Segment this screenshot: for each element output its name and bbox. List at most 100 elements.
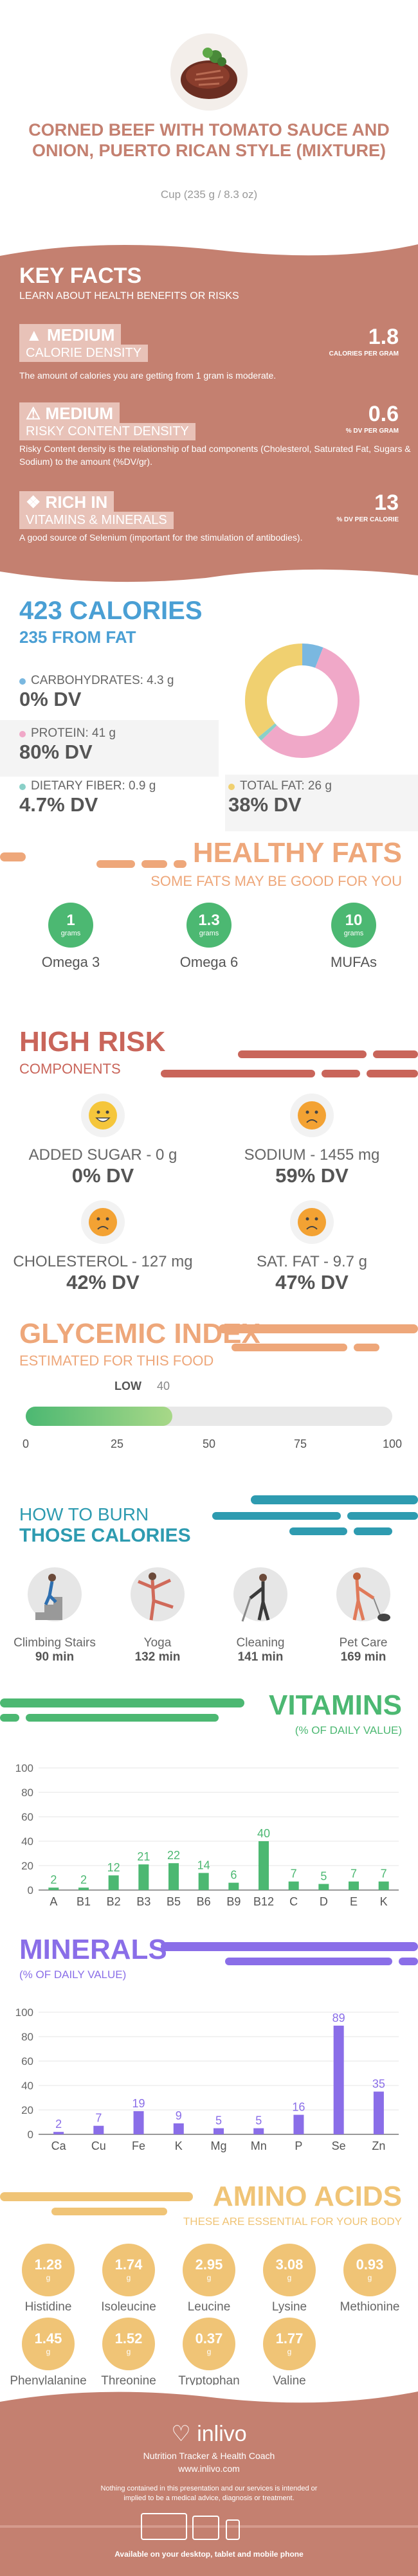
amino-unit: g [126,2273,131,2282]
amino-value: 2.95 [195,2256,223,2273]
amino-value: 1.74 [114,2256,143,2273]
amino-badge: 0.93 g [343,2244,396,2296]
burn-decoration [212,1495,418,1535]
vitamins-minerals-name: VITAMINS & MINERALS [19,512,174,529]
high-risk-subtitle: COMPONENTS [19,1061,121,1077]
risk-added-sugar: ADDED SUGAR - 0 g 0% DV [3,1093,203,1187]
mineral-category-label: Mn [251,2139,267,2152]
amino-methionine: 0.93 g Methionine [322,2244,418,2314]
vitamin-category-label: B5 [167,1895,181,1908]
mineral-value-label: 2 [55,2118,62,2130]
vitamin-y-tick: 60 [21,1811,33,1823]
amino-unit: g [287,2273,292,2282]
vitamin-value-label: 2 [80,1873,87,1886]
calorie-density-unit: CALORIES PER GRAM [329,350,399,357]
mineral-value-label: 16 [292,2101,305,2114]
mineral-value-label: 19 [132,2097,145,2110]
fat-omega3: 1 grams Omega 3 [19,903,122,971]
amino-value: 0.37 [195,2330,223,2346]
vitamin-category-label: B12 [253,1895,274,1908]
vitamin-bar-B5 [168,1863,179,1890]
glycemic-decoration [219,1324,418,1351]
burn-title-1: HOW TO BURN [19,1504,149,1524]
fiber-dot-icon [19,784,26,790]
serving-size: Cup (235 g / 8.3 oz) [160,188,258,201]
glycemic-fill [26,1407,172,1426]
mineral-category-label: Fe [132,2139,145,2152]
vitamin-value-label: 7 [350,1868,357,1880]
macro-fiber: DIETARY FIBER: 0.9 g 4.7% DV [19,779,156,816]
amino-valine: 1.77 g Valine [241,2318,338,2388]
mineral-category-label: Se [332,2139,346,2152]
amino-title: AMINO ACIDS [212,2181,402,2212]
mineral-value-label: 89 [332,2012,345,2024]
donut-slice-carbs [302,644,323,669]
protein-dot-icon [19,731,26,737]
vitamin-y-tick: 0 [28,1884,33,1896]
vitamin-bar-A [48,1887,59,1890]
calorie-density-desc: The amount of calories you are getting f… [19,370,277,381]
amino-histidine: 1.28 g Histidine [0,2244,96,2314]
glycemic-level: LOW [114,1380,141,1392]
amino-unit: g [126,2347,131,2356]
vitamin-category-label: D [320,1895,328,1908]
vitamin-bar-C [288,1881,299,1890]
mineral-category-label: P [295,2139,302,2152]
vitamin-category-label: A [50,1895,57,1908]
sad-face-icon [81,1200,125,1244]
vitamins-minerals-value: 13 [374,491,399,515]
amino-name: Lysine [271,2300,307,2314]
vitamin-bar-B6 [198,1873,209,1890]
calories-title: 423 CALORIES [19,597,203,625]
key-facts-title: KEY FACTS [19,264,142,288]
vitamin-category-label: C [289,1895,298,1908]
devices-decoration [0,2513,418,2540]
amino-name: Valine [273,2374,306,2388]
vitamin-category-label: B2 [107,1895,121,1908]
mineral-y-tick: 60 [21,2055,33,2067]
vitamins-minerals-desc: A good source of Selenium (important for… [19,532,303,543]
calories-from-fat: 235 FROM FAT [19,627,136,647]
vitamin-bar-B1 [78,1887,89,1890]
vitamin-value-label: 40 [257,1827,270,1840]
amino-badge: 1.74 g [102,2244,155,2296]
mineral-value-label: 9 [176,2109,182,2122]
amino-decoration [0,2192,193,2215]
risk-sodium: SODIUM - 1455 mg 59% DV [212,1093,412,1187]
macro-fat: TOTAL FAT: 26 g 38% DV [228,779,332,816]
mineral-category-label: Mg [210,2139,226,2152]
risky-density-unit: % DV PER GRAM [345,428,399,435]
vitamin-bar-B2 [108,1875,119,1890]
amino-tryptophan: 0.37 g Tryptophan [161,2318,257,2388]
key-facts-top-wave [0,238,418,256]
amino-unit: g [206,2347,212,2356]
vitamin-value-label: 22 [167,1849,180,1862]
vitamin-category-label: K [380,1895,388,1908]
vitamin-bar-E [349,1881,359,1890]
amino-value: 0.93 [356,2256,384,2273]
donut-slice-fat [245,644,303,737]
footer-url[interactable]: www.inlivo.com [178,2463,240,2474]
key-facts-bottom-wave [0,569,418,588]
footer-available: Available on your desktop, tablet and mo… [114,2550,304,2559]
mineral-y-tick: 20 [21,2104,33,2116]
vitamin-value-label: 7 [381,1868,387,1880]
mineral-category-label: Cu [91,2139,106,2152]
amino-grid: 1.28 g Histidine 1.74 g Isoleucine 2.95 g Leucin… [0,2244,418,2388]
mineral-y-tick: 80 [21,2031,33,2043]
amino-subtitle: THESE ARE ESSENTIAL FOR YOUR BODY [183,2215,402,2228]
glycemic-title: GLYCEMIC INDEX [19,1318,260,1349]
mineral-value-label: 5 [255,2114,262,2127]
mineral-bar-P [293,2114,304,2134]
minerals-decoration [161,1942,418,1965]
amino-unit: g [367,2273,372,2282]
macro-protein: PROTEIN: 41 g 80% DV [19,726,116,763]
donut-slice-protein [261,647,359,758]
amino-value: 1.45 [34,2330,62,2346]
healthy-fats-title: HEALTHY FATS [192,837,402,869]
vitamin-value-label: 5 [320,1870,327,1883]
mineral-y-tick: 40 [21,2080,33,2092]
vitamin-value-label: 2 [50,1873,57,1886]
vitamin-y-tick: 100 [15,1762,33,1774]
burn-yoga: Yoga 132 min [106,1562,209,1664]
